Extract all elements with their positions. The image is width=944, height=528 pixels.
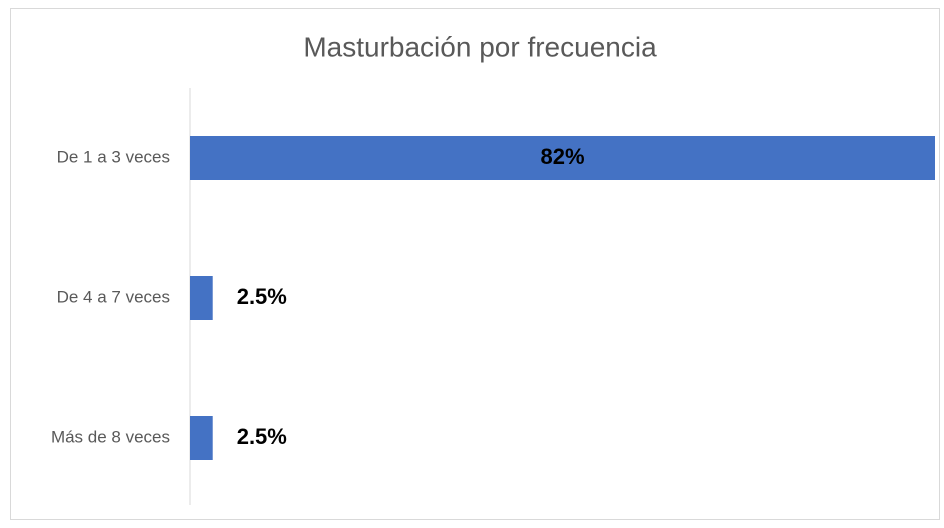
- chart-frame: [10, 8, 940, 520]
- y-tick-label: De 4 a 7 veces: [57, 287, 170, 306]
- data-label: 2.5%: [237, 424, 287, 449]
- data-label: 2.5%: [237, 284, 287, 309]
- data-label: 82%: [540, 144, 584, 169]
- y-tick-label: Más de 8 veces: [51, 427, 170, 446]
- bar: [190, 276, 213, 320]
- chart-title: Masturbación por frecuencia: [303, 31, 657, 62]
- y-tick-label: De 1 a 3 veces: [57, 147, 170, 166]
- bar: [190, 416, 213, 460]
- bar: [190, 136, 935, 180]
